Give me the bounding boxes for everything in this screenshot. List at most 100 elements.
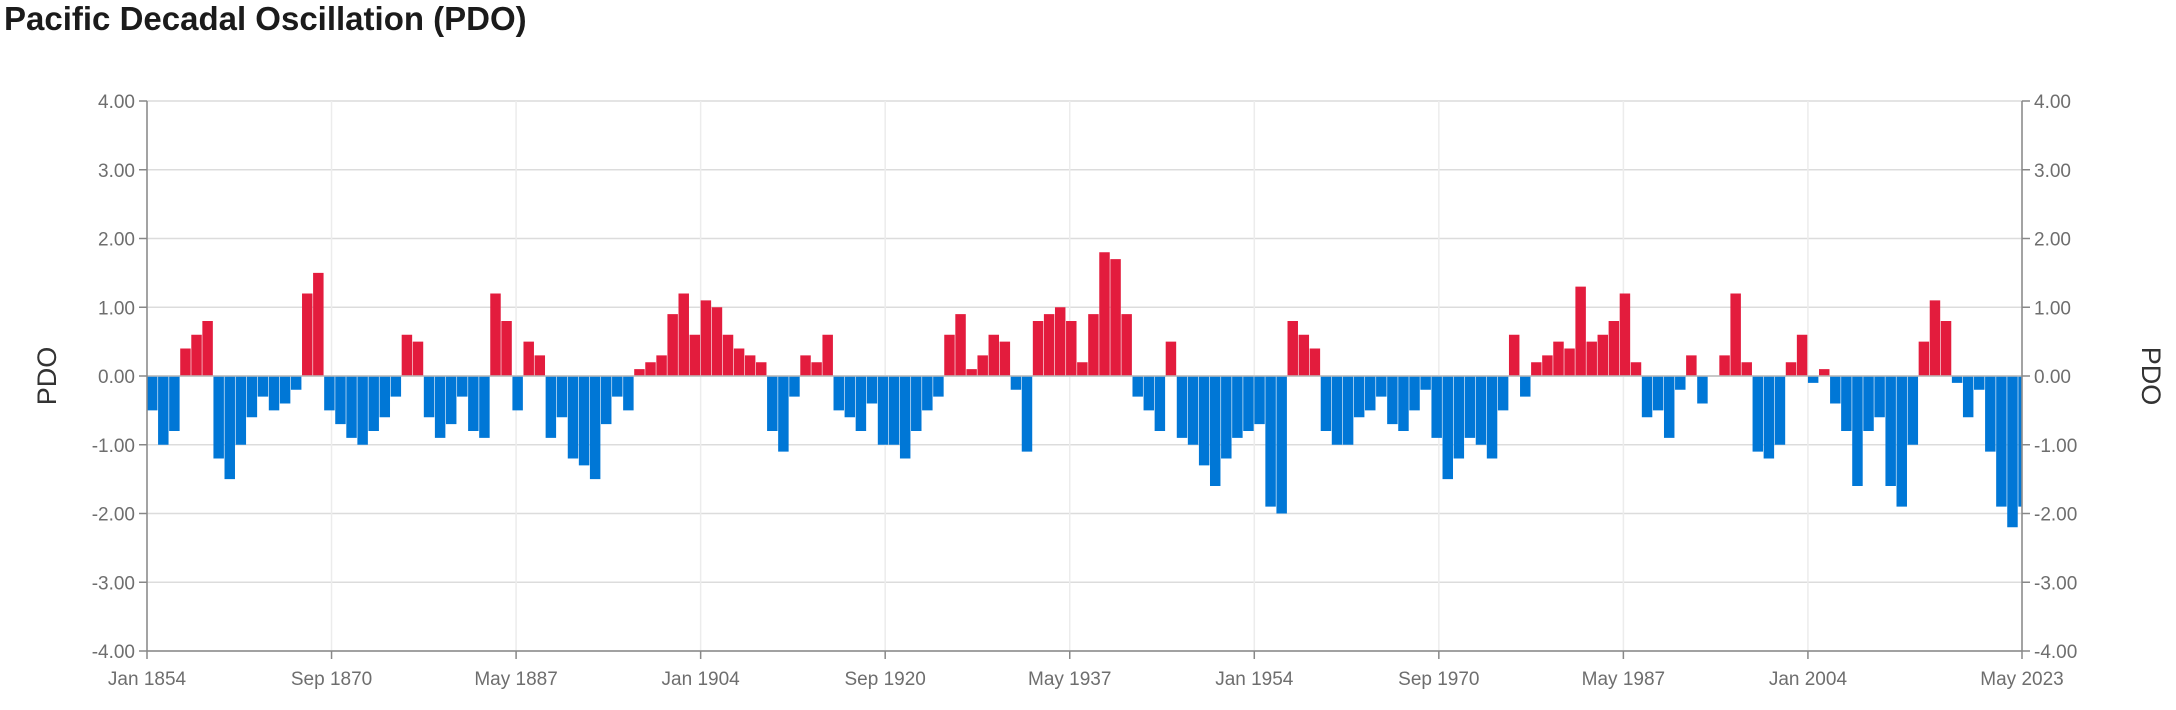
x-tick-label: Jan 1854 [108,669,187,690]
bar-1897 [623,376,634,411]
axes: 4.00 4.00 3.00 3.00 2.00 2.00 1.00 1.00 0.00 0.00… [92,92,2078,690]
bar-1912 [789,376,800,397]
bar-1907 [733,348,745,376]
bar-1985 [1597,334,1609,376]
bar-2000 [1763,376,1775,459]
bar-1909 [756,362,767,376]
y-axis-label-right: PDO [2136,347,2166,406]
bar-1921 [888,376,900,445]
y-tick-label-right: -4.00 [2034,642,2077,663]
x-tick-label: May 1887 [474,669,557,690]
bar-2022 [2007,376,2018,528]
bar-1968 [1409,376,1420,411]
bar-1955 [1265,376,1276,507]
bar-1952 [1232,376,1243,438]
bar-1954 [1254,376,1265,425]
bar-2009 [1863,376,1874,431]
bar-1865 [268,376,280,411]
y-tick-label-left: 3.00 [98,161,135,182]
y-tick-label-left: 0.00 [98,367,135,388]
bar-1854 [147,376,158,411]
bar-1939 [1088,314,1099,376]
bar-1949 [1198,376,1210,466]
y-tick-label-left: 4.00 [98,92,135,113]
bar-1958 [1298,334,1310,376]
bar-1889 [534,355,546,376]
bar-1999 [1752,376,1764,452]
bar-1903 [689,334,701,376]
bar-1996 [1719,355,1730,376]
bar-1874 [368,376,379,431]
bar-1877 [401,334,413,376]
bar-1936 [1054,307,1066,376]
bar-1997 [1730,293,1741,376]
bar-1856 [169,376,180,431]
bar-2013 [1907,376,1919,445]
bar-1855 [158,376,169,445]
bar-1938 [1077,362,1088,376]
bar-1945 [1154,376,1166,431]
bar-1930 [988,334,1000,376]
bar-1891 [556,376,568,418]
bar-1895 [600,376,612,425]
y-tick-label-left: 1.00 [98,298,135,319]
bar-1927 [955,314,966,376]
x-tick-label: Jan 1904 [662,669,741,690]
bar-1932 [1010,376,1022,390]
bar-1867 [290,376,302,390]
bar-1984 [1586,341,1597,376]
bar-1919 [866,376,878,404]
bar-1893 [578,376,590,466]
x-tick-label: May 2023 [1980,669,2063,690]
bar-1879 [423,376,435,418]
bar-2021 [1996,376,2007,507]
bar-1871 [335,376,346,425]
bar-1942 [1121,314,1132,376]
bar-1970 [1431,376,1442,438]
bar-1915 [822,334,833,376]
y-tick-label-right: 2.00 [2034,230,2071,251]
bar-1881 [445,376,457,425]
y-tick-label-right: -3.00 [2034,573,2077,594]
bar-1882 [457,376,468,397]
bar-1875 [379,376,391,418]
bar-1991 [1663,376,1675,438]
bar-1966 [1387,376,1398,425]
y-tick-label-left: -4.00 [92,642,135,663]
bar-1980 [1542,355,1553,376]
bar-1933 [1021,376,1033,452]
bar-1886 [501,321,512,376]
bar-1994 [1697,376,1708,404]
bar-1894 [589,376,601,480]
bar-1981 [1553,341,1564,376]
bar-1987 [1619,293,1631,376]
chart-title: Pacific Decadal Oscillation (PDO) [4,0,527,37]
bar-1989 [1641,376,1653,418]
bar-1917 [844,376,856,418]
bar-1973 [1464,376,1476,438]
bar-1911 [778,376,789,452]
bar-1872 [346,376,357,438]
x-tick-label: Sep 1920 [845,669,926,690]
bar-1937 [1066,321,1077,376]
y-tick-label-right: -1.00 [2034,436,2077,457]
y-tick-label-right: -2.00 [2034,505,2077,526]
bar-1934 [1032,321,1044,376]
bar-1859 [202,321,213,376]
bar-1868 [302,293,313,376]
bar-2020 [1985,376,1996,452]
bar-1876 [390,376,402,397]
bar-1861 [224,376,235,480]
bar-1864 [257,376,269,397]
bar-1978 [1520,376,1531,397]
bar-1928 [966,369,977,376]
bar-2023 [2018,376,2022,507]
bar-1965 [1376,376,1387,397]
bar-2015 [1929,300,1941,376]
bar-1971 [1442,376,1453,480]
bar-2010 [1874,376,1885,418]
y-tick-label-left: -3.00 [92,573,135,594]
bar-1890 [545,376,557,438]
bar-1924 [922,376,933,411]
bar-1910 [767,376,778,431]
